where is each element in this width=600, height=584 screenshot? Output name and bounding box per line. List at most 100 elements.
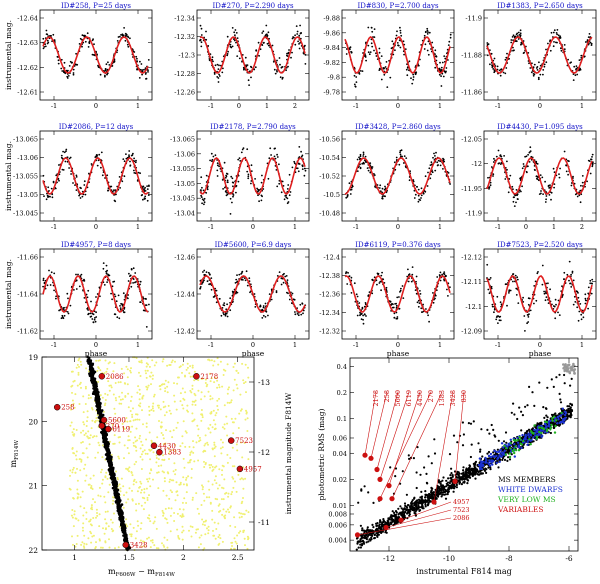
data-point: [417, 305, 420, 308]
field-star: [204, 378, 207, 381]
data-point: [516, 276, 519, 279]
data-point: [119, 307, 122, 309]
field-star: [80, 363, 83, 366]
field-star: [190, 450, 193, 453]
data-point: [538, 61, 540, 64]
field-star: [201, 484, 203, 487]
field-star: [142, 423, 144, 426]
data-point: [111, 285, 114, 288]
field-star: [77, 373, 80, 376]
data-point: [572, 303, 575, 306]
data-point: [45, 29, 48, 32]
data-point: [407, 280, 410, 283]
data-point: [449, 286, 451, 289]
data-point: [126, 43, 129, 46]
data-point: [296, 30, 299, 33]
field-star: [149, 546, 152, 549]
data-point: [489, 277, 492, 279]
data-point: [584, 297, 587, 300]
field-star: [125, 518, 128, 521]
field-star: [207, 443, 209, 446]
data-point: [276, 59, 278, 62]
data-point: [104, 68, 107, 70]
data-point: [57, 59, 60, 62]
data-point: [97, 159, 100, 162]
field-star: [226, 461, 229, 464]
field-star: [230, 401, 232, 404]
data-point: [449, 33, 452, 36]
field-star: [163, 383, 166, 386]
data-point: [137, 171, 140, 174]
field-star: [89, 530, 92, 533]
data-point: [529, 150, 532, 153]
lightcurve-panel: ID#3428, P=2.860 days-10.56-10.54-10.52-…: [319, 123, 455, 231]
data-point: [237, 158, 240, 161]
x-tick-label: -1: [51, 341, 57, 349]
field-star: [185, 431, 188, 434]
data-point: [58, 309, 60, 312]
field-star: [96, 369, 99, 372]
data-point: [528, 151, 531, 154]
data-point: [417, 64, 420, 67]
field-star: [230, 417, 233, 420]
field-star: [132, 444, 135, 447]
field-star: [174, 450, 177, 453]
field-star: [116, 478, 119, 481]
field-star: [88, 437, 91, 439]
field-star: [72, 428, 75, 431]
field-star: [146, 496, 149, 499]
data-point: [407, 268, 409, 271]
field-star: [208, 464, 211, 466]
member-star: [96, 403, 99, 407]
field-star: [141, 496, 144, 499]
lightcurve-panel: ID#2178, P=2.790 days-13.065-13.06-13.05…: [170, 123, 310, 231]
data-point: [146, 199, 149, 202]
field-star: [224, 492, 227, 495]
data-point: [74, 63, 77, 66]
data-point: [273, 155, 276, 158]
data-point: [354, 85, 357, 88]
data-point: [201, 186, 203, 189]
field-star: [174, 468, 177, 471]
data-point: [268, 293, 271, 295]
data-point: [199, 286, 202, 288]
data-point: [383, 282, 386, 284]
data-point: [529, 309, 532, 312]
data-point: [42, 285, 44, 288]
field-star: [211, 483, 214, 486]
data-point: [287, 65, 289, 68]
data-point: [226, 303, 229, 306]
field-star: [226, 453, 229, 456]
data-point: [370, 26, 373, 29]
data-point: [139, 280, 142, 283]
y-tick-label: -13.06: [174, 150, 195, 158]
data-point: [378, 187, 381, 189]
field-star: [163, 459, 165, 462]
data-point: [57, 62, 60, 65]
field-star: [114, 382, 117, 384]
data-point: [240, 151, 243, 154]
data-point: [399, 151, 401, 154]
data-point: [422, 192, 425, 195]
field-star: [217, 504, 220, 507]
data-point: [206, 188, 209, 191]
x-tick-label: -1: [51, 102, 57, 110]
x-tick-label: 0: [396, 341, 400, 349]
field-star: [104, 359, 107, 362]
data-point: [113, 313, 116, 316]
data-point: [365, 315, 367, 317]
field-star: [185, 491, 188, 494]
data-point: [276, 156, 279, 158]
data-point: [226, 181, 229, 184]
data-point: [144, 195, 147, 198]
x-axis-label: phase: [529, 349, 552, 358]
data-point: [432, 301, 435, 304]
field-star: [243, 529, 245, 532]
field-star: [210, 464, 213, 466]
field-star: [242, 497, 244, 499]
data-point: [373, 49, 375, 52]
data-point: [418, 302, 421, 304]
data-point: [265, 310, 268, 313]
data-point: [554, 317, 557, 320]
data-point: [236, 274, 238, 276]
